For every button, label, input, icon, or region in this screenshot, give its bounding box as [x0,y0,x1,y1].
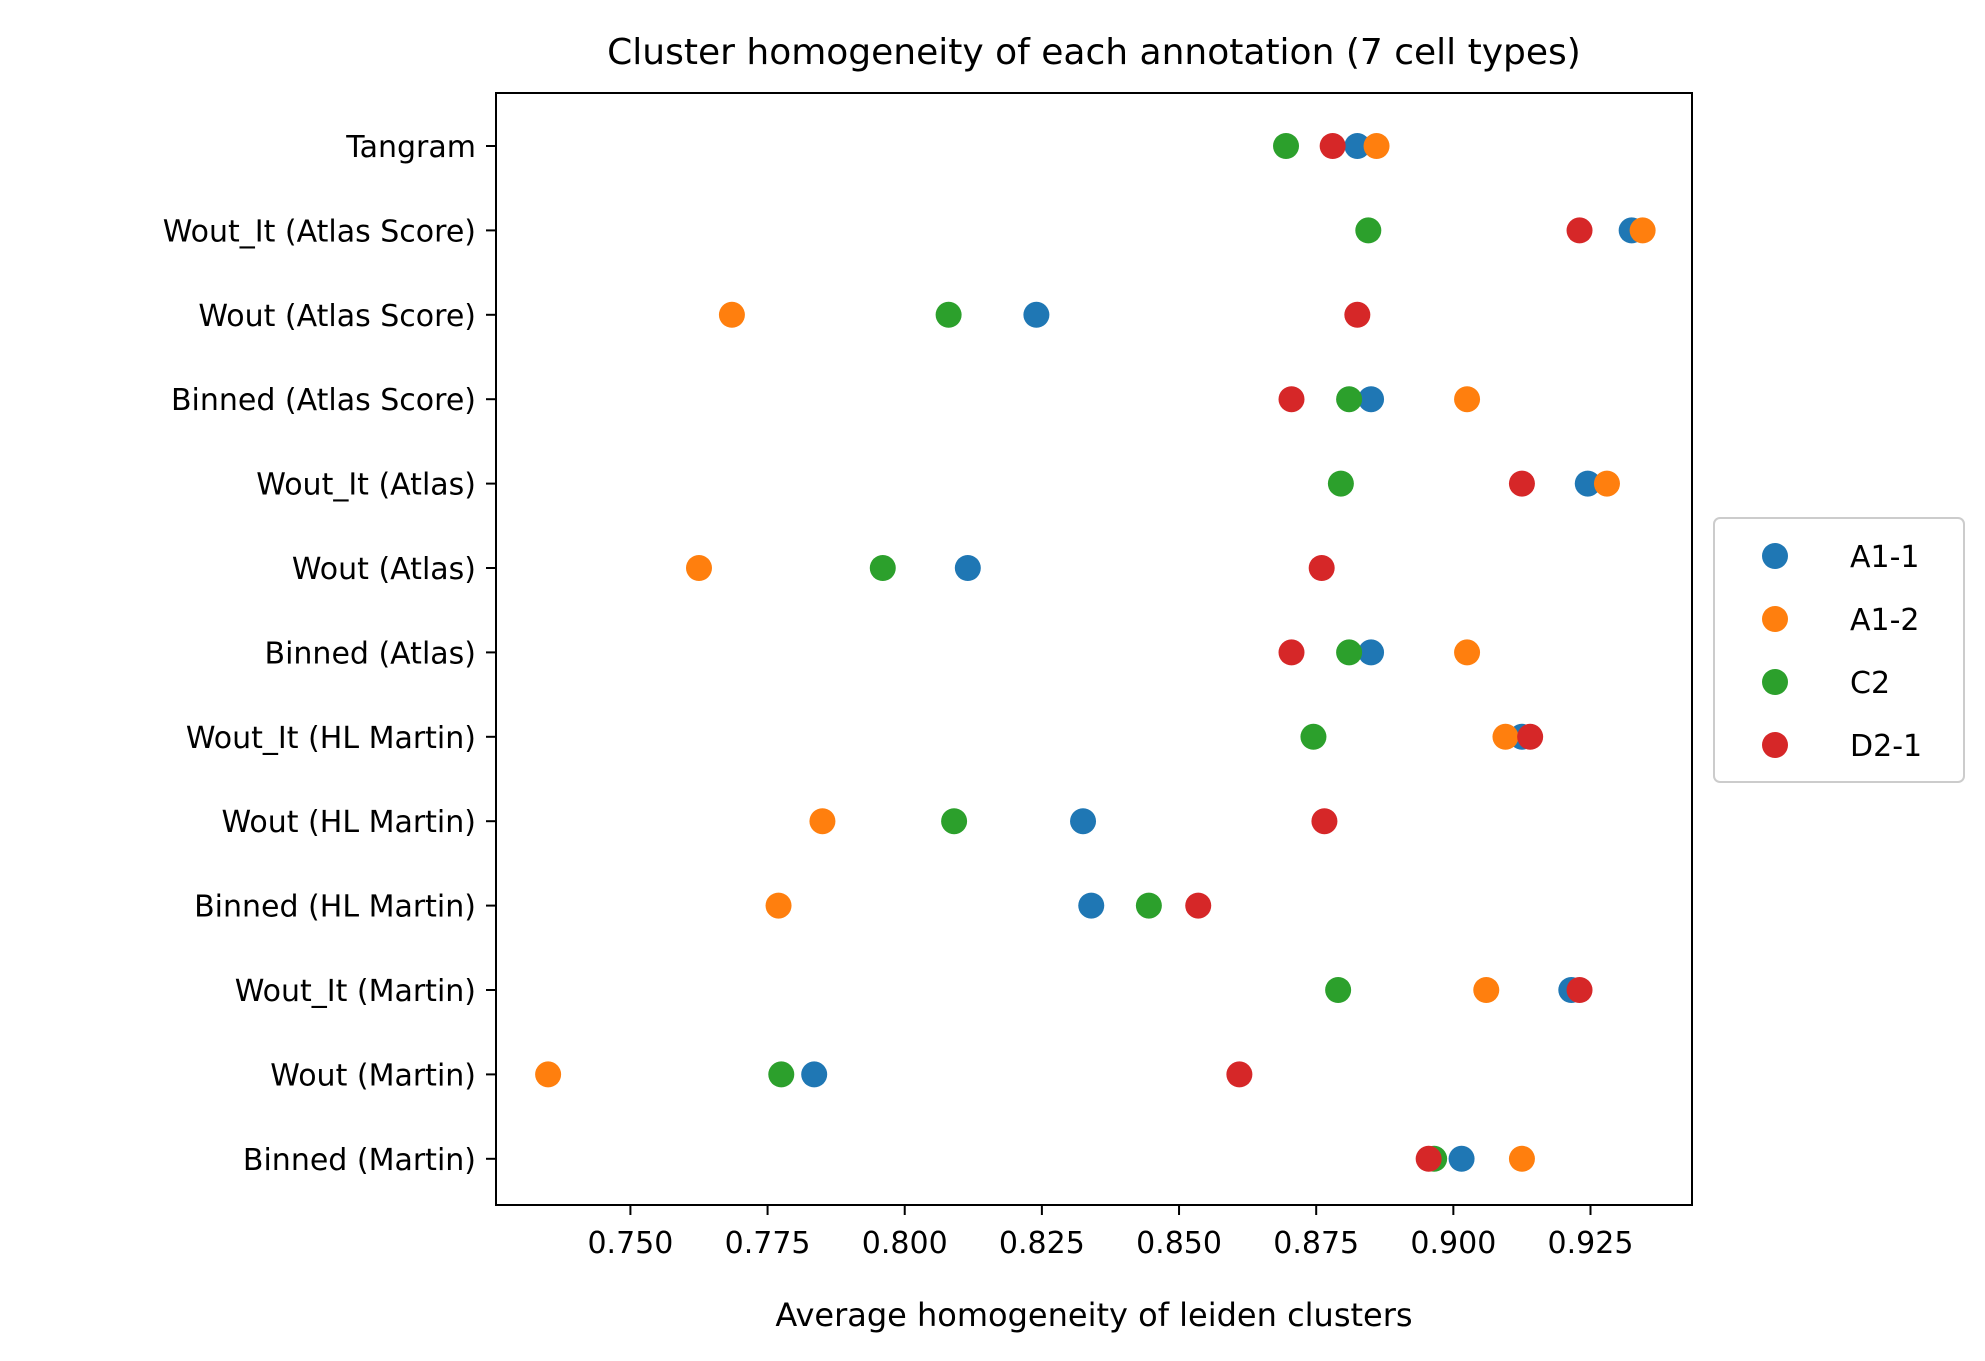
x-tick-label: 0.775 [725,1226,811,1261]
legend-marker [1762,669,1788,695]
data-point-d2-1 [1311,808,1338,835]
data-point-a1-2 [1629,217,1656,244]
y-tick-label: Binned (HL Martin) [194,890,476,925]
data-point-c2 [1327,470,1354,497]
data-point-d2-1 [1566,217,1593,244]
data-point-a1-1 [1344,133,1371,159]
data-point-a1-1 [1358,386,1385,413]
data-point-d2-1 [1508,470,1535,497]
data-point-a1-2 [1593,470,1620,497]
data-point-a1-2 [1473,977,1500,1003]
data-point-c2 [1135,892,1162,919]
data-point-d2-1 [1415,1145,1442,1172]
x-tick-label: 0.750 [587,1226,673,1261]
legend-label: A1-1 [1850,540,1920,575]
y-tick-label: Wout (Martin) [270,1058,476,1093]
legend-label: A1-2 [1850,603,1920,638]
x-axis-label: Average homogeneity of leiden clusters [775,1296,1412,1334]
data-point-c2 [1325,977,1352,1003]
data-point-a1-1 [1448,1145,1475,1172]
legend-label: C2 [1850,666,1890,701]
y-tick-label: Binned (Martin) [243,1143,476,1178]
data-point-a1-2 [1508,1145,1535,1172]
y-tick-label: Tangram [345,130,476,165]
y-tick-label: Wout_It (HL Martin) [186,721,476,756]
data-point-a1-2 [535,1061,562,1088]
data-point-a1-1 [1358,639,1385,666]
data-point-c2 [941,808,968,835]
data-point-a1-2 [1363,133,1390,159]
x-tick-label: 0.825 [999,1226,1085,1261]
data-point-d2-1 [1517,723,1544,750]
data-point-a1-1 [1574,470,1601,497]
y-tick-label: Wout (Atlas) [292,552,476,587]
data-point-a1-2 [1454,386,1481,413]
plot-frame [495,92,1693,1206]
data-point-c2 [1273,133,1300,159]
y-tick-label: Binned (Atlas Score) [171,383,476,418]
data-point-d2-1 [1278,386,1305,413]
legend: A1-1 A1-2 C2 D2-1 [1713,517,1965,783]
y-axis: Tangram Wout_It (Atlas Score) Wout (Atlas … [163,130,496,1178]
data-point-a1-1 [1023,301,1050,328]
y-tick-label: Binned (Atlas) [265,636,477,671]
data-point-a1-2 [809,808,836,835]
legend-box [1713,517,1965,783]
data-point-c2 [1336,386,1363,413]
data-point-c2 [935,301,962,328]
data-point-c2 [768,1061,795,1088]
data-point-d2-1 [1185,892,1212,919]
legend-marker [1762,543,1788,569]
data-point-d2-1 [1226,1061,1253,1088]
data-point-d2-1 [1566,977,1593,1003]
data-point-a1-1 [801,1061,828,1088]
legend-marker [1762,732,1788,758]
data-point-d2-1 [1278,639,1305,666]
data-point-a1-2 [1454,639,1481,666]
data-point-a1-1 [954,555,981,581]
data-points [535,133,1656,1172]
data-point-a1-2 [685,555,712,581]
y-tick-label: Wout_It (Atlas) [256,468,476,503]
data-point-c2 [1336,639,1363,666]
y-tick-label: Wout_It (Atlas Score) [163,214,476,249]
x-axis: 0.750 0.775 0.800 0.825 0.850 0.875 0.900 0.925 [587,1205,1633,1261]
data-point-a1-2 [718,301,745,328]
data-point-a1-1 [1070,808,1097,835]
y-tick-label: Wout (Atlas Score) [198,299,476,334]
data-point-d2-1 [1308,555,1335,581]
data-point-c2 [869,555,896,581]
data-point-d2-1 [1344,301,1371,328]
legend-marker [1762,606,1788,632]
data-point-a1-2 [765,892,792,919]
y-tick-label: Wout_It (Martin) [235,974,476,1009]
y-tick-label: Wout (HL Martin) [221,805,476,840]
chart-title: Cluster homogeneity of each annotation (… [607,32,1581,73]
x-tick-label: 0.925 [1548,1226,1634,1261]
data-point-d2-1 [1319,133,1346,159]
x-tick-label: 0.800 [862,1226,948,1261]
data-point-c2 [1300,723,1327,750]
data-point-a1-1 [1078,892,1105,919]
data-point-c2 [1355,217,1382,244]
x-tick-label: 0.875 [1273,1226,1359,1261]
x-tick-label: 0.900 [1410,1226,1496,1261]
x-tick-label: 0.850 [1136,1226,1222,1261]
legend-label: D2-1 [1850,729,1922,764]
data-point-a1-2 [1492,723,1519,750]
